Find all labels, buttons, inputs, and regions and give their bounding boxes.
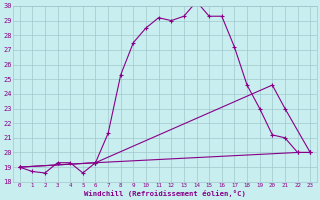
X-axis label: Windchill (Refroidissement éolien,°C): Windchill (Refroidissement éolien,°C) [84,190,246,197]
